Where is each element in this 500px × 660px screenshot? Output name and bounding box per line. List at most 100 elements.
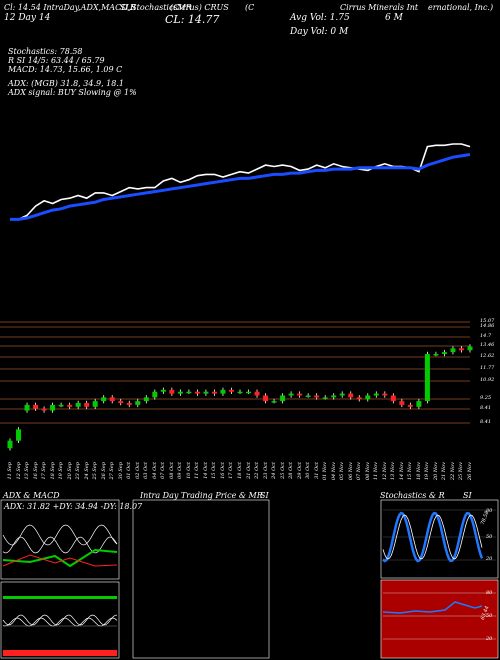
main-chart [0, 143, 473, 451]
x-axis-label: 31 Oct [313, 462, 320, 479]
x-axis-label: 30 Sep [117, 462, 124, 480]
candle-body [58, 404, 64, 407]
price-label: 14.7 [480, 333, 492, 339]
x-axis-label: 11 Nov [373, 462, 380, 481]
candle-body [288, 393, 294, 396]
price-label: 11.77 [480, 365, 495, 371]
x-axis-label: 16 Sep [32, 462, 39, 480]
stoch-tick-50: 50 [486, 534, 493, 540]
x-axis-label: 09 Oct [177, 462, 184, 479]
minus-di-line [2, 554, 118, 567]
x-axis-label: 24 Oct [271, 462, 278, 479]
day-volume: Day Vol: 0 M [290, 27, 349, 37]
price-label: 8.41 [480, 419, 492, 425]
x-axis-label: 11 Sep [7, 462, 13, 480]
candle-body [220, 389, 226, 394]
x-axis-label: 20 Nov [432, 462, 439, 481]
header-line1e: Cirrus Minerals Int [340, 3, 419, 12]
x-axis-label: 10 Oct [185, 462, 192, 479]
x-axis-label: 18 Oct [237, 462, 243, 479]
macd-red-band [3, 650, 117, 656]
intraday-panel-title-2: SI [260, 491, 269, 500]
candle-body [211, 391, 217, 394]
candle-body [24, 404, 30, 411]
header-line1f: ernational, Inc.) [428, 3, 494, 12]
adx-line [2, 524, 118, 546]
candle-body [152, 391, 158, 398]
candle-body [458, 348, 464, 351]
candle-body [314, 395, 320, 398]
stoch-panel-title: Stochastics & R [380, 491, 445, 500]
header-line1c: (Cirrus) CRUS [170, 3, 229, 12]
candle-body [101, 397, 107, 402]
candle-body [433, 354, 439, 356]
x-axis-label: 01 Oct [126, 462, 133, 479]
x-axis-label: 08 Oct [168, 462, 175, 479]
candle-body [322, 397, 328, 399]
candle-body [169, 389, 175, 394]
candle-body [203, 391, 209, 394]
candle-body [339, 393, 345, 396]
adx-panel-values: ADX: 31.82 +DY: 34.94 -DY: 18.07 [4, 502, 143, 511]
candle-body [280, 395, 286, 402]
x-axis-label: 14 Nov [398, 462, 405, 481]
header-line2: 12 Day 14 [4, 13, 51, 23]
candle-body [41, 408, 47, 411]
candle-body [390, 395, 396, 402]
x-axis-label: 15 Oct [211, 462, 218, 479]
x-axis-label: 06 Nov [347, 462, 354, 481]
candle-body [467, 346, 473, 351]
candle-body [75, 403, 81, 407]
candle-body [143, 397, 149, 402]
ema-line [10, 153, 471, 221]
x-axis-label: 18 Sep [49, 462, 56, 480]
x-axis-label: 16 Oct [219, 462, 226, 479]
candle-body [67, 404, 73, 407]
candle-body [254, 391, 260, 396]
stoch-current-value: 78.58 [479, 510, 491, 526]
candle-body [92, 401, 98, 407]
candle-body [348, 393, 354, 398]
x-axis-label: 25 Oct [279, 462, 286, 479]
x-axis-label: 18 Nov [415, 462, 422, 481]
candle-body [50, 404, 56, 411]
candle-body [16, 429, 22, 441]
candle-body [126, 403, 132, 405]
candle-body [297, 393, 303, 396]
x-axis-label: 04 Oct [151, 462, 158, 479]
candle-body [331, 395, 337, 398]
macd-panel-frame [0, 581, 120, 659]
x-axis-label: 13 Sep [24, 462, 31, 480]
x-axis-label: 29 Oct [296, 462, 303, 479]
x-axis-label: 26 Sep [100, 462, 107, 480]
x-axis-label: 27 Sep [109, 462, 116, 480]
x-axis-label: 11 Oct [194, 462, 201, 479]
macd-value: MACD: 14.73, 15.66, 1.09 C [8, 65, 123, 74]
rsi-value: R SI 14/5: 63.44 / 65.79 [8, 56, 105, 65]
candle-body [263, 395, 269, 402]
candle-body [441, 352, 447, 355]
price-line [10, 143, 471, 221]
candle-body [177, 391, 183, 394]
candle-body [109, 397, 115, 402]
adx-panel-frame [0, 499, 120, 580]
x-axis-label: 04 Nov [330, 462, 337, 481]
x-axis-label: 17 Oct [228, 462, 235, 479]
x-axis-label: 03 Oct [143, 462, 150, 479]
stoch-d-line [382, 514, 483, 560]
x-axis-label: 25 Nov [458, 462, 465, 481]
candle-body [373, 393, 379, 396]
macd-green-band [3, 596, 117, 599]
candle-body [118, 401, 124, 404]
plus-di-line [2, 548, 118, 568]
x-axis-label: 15 Nov [407, 462, 414, 481]
stoch-tick-20: 20 [486, 556, 493, 562]
x-axis-label: 07 Oct [160, 462, 167, 479]
close-value: CL: 14.77 [165, 13, 220, 26]
header-line1d: (C [245, 3, 255, 12]
rsi-tick-80: 80 [486, 590, 493, 596]
stoch-panel-frame [380, 499, 499, 579]
intraday-panel-frame [132, 499, 270, 659]
x-axis-label: 28 Oct [288, 462, 295, 479]
x-axis-label: 22 Oct [254, 462, 261, 479]
